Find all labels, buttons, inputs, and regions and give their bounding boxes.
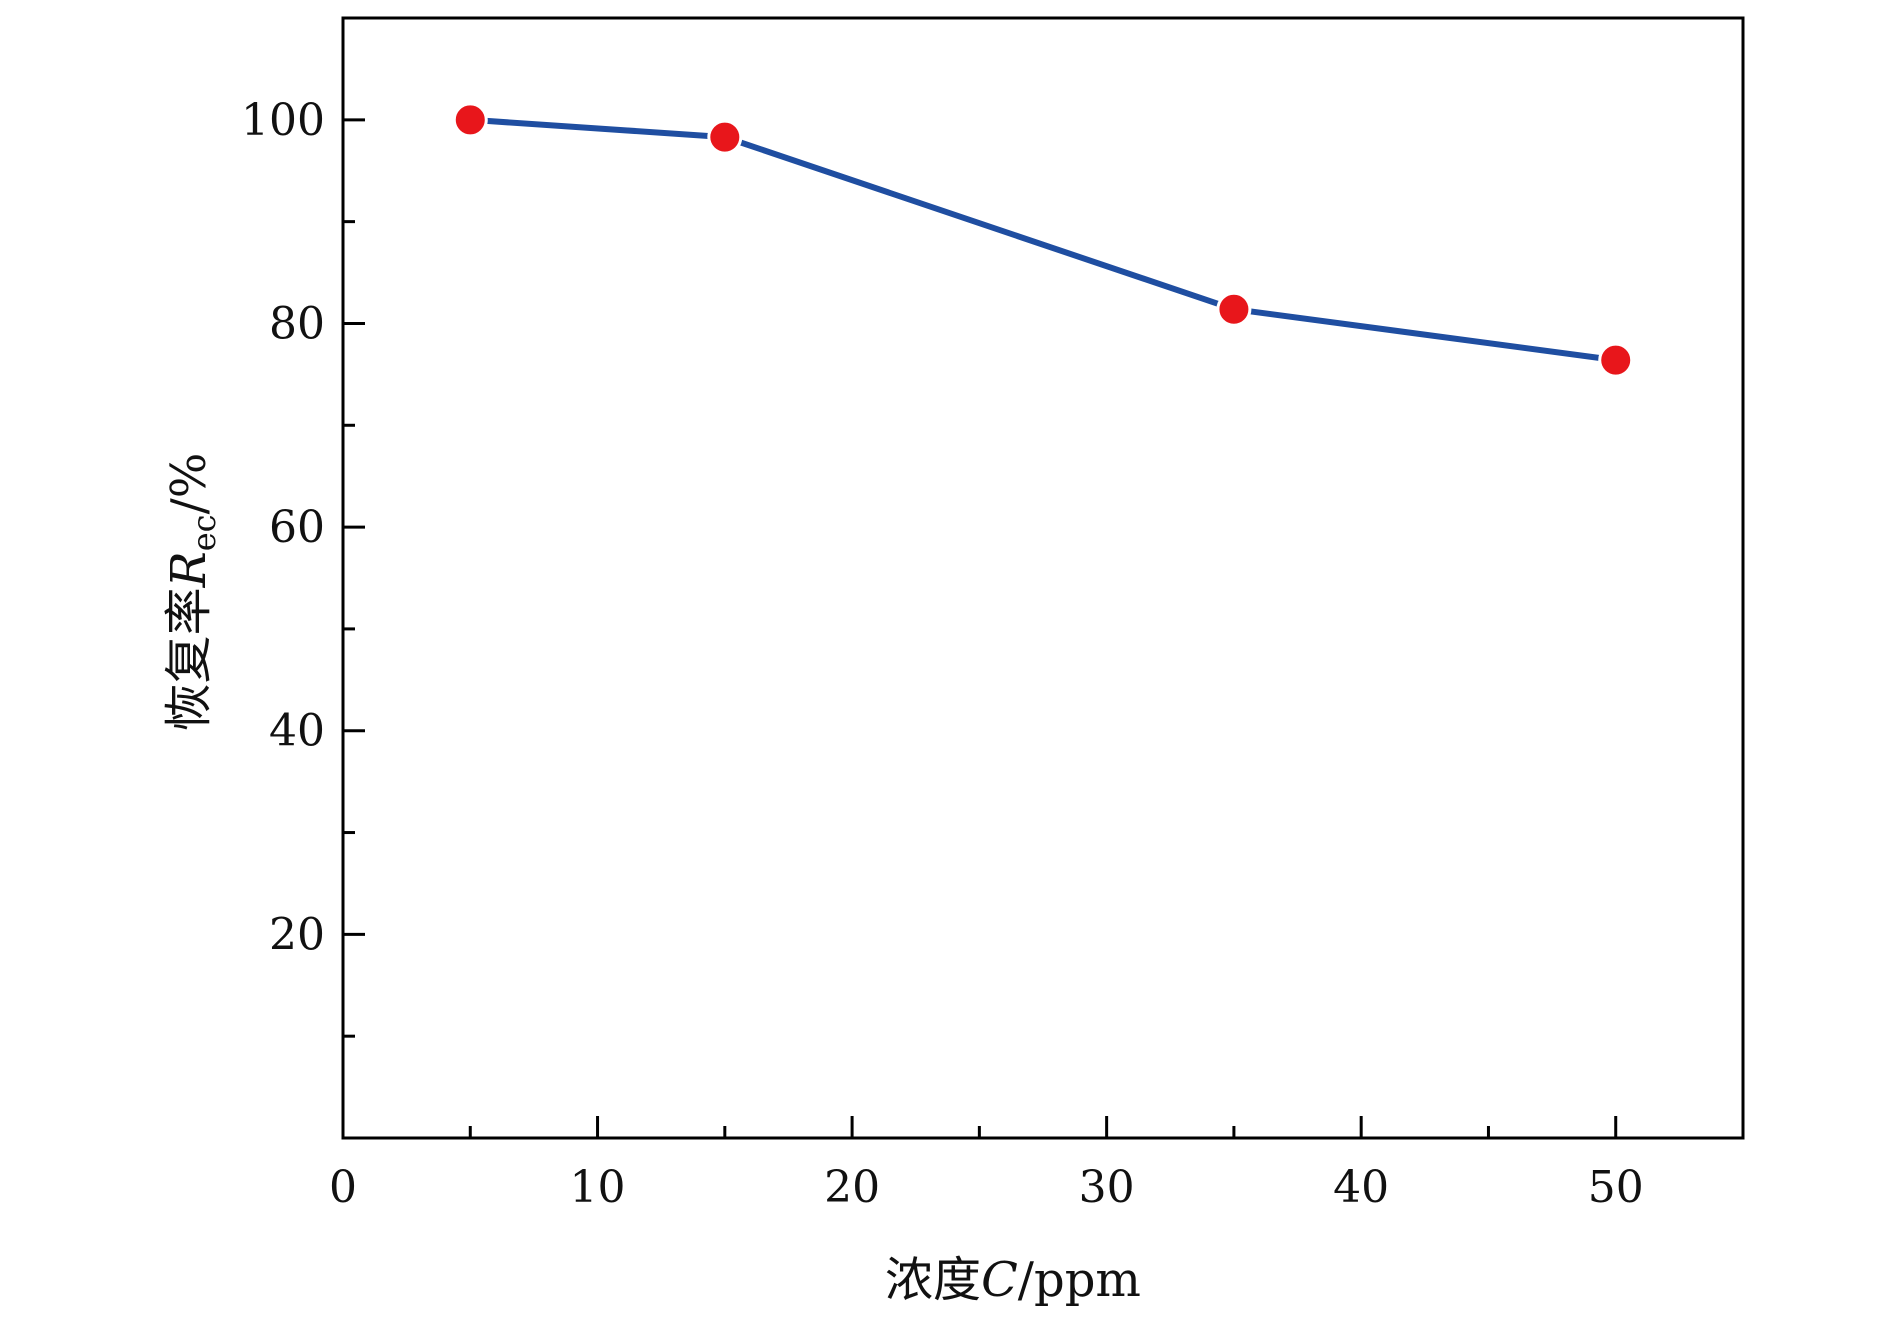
series-line [470,116,1617,364]
data-point [1216,291,1252,327]
x-tick-label: 0 [329,1162,357,1213]
x-tick-label: 30 [1079,1162,1135,1213]
y-tick-label: 40 [269,706,325,757]
y-tick-label: 20 [269,909,325,960]
data-series [452,102,1634,378]
x-tick-label: 50 [1588,1162,1644,1213]
x-axis-title: 浓度C/ppm [885,1252,1141,1308]
data-point [452,102,488,138]
data-point [707,119,743,155]
y-tick-label: 60 [269,502,325,553]
axis-ticks [341,118,1618,1138]
x-tick-label: 40 [1333,1162,1389,1213]
axis-tick-labels: 0 10 20 30 40 50 20 40 60 80 100 [241,95,1644,1213]
y-tick-label: 80 [269,298,325,349]
y-axis-title: 恢复率Rec/% [161,453,223,732]
data-point [1598,342,1634,378]
x-tick-label: 20 [824,1162,880,1213]
x-tick-label: 10 [570,1162,626,1213]
y-tick-label: 100 [241,95,325,146]
plot-frame [341,16,1745,1140]
